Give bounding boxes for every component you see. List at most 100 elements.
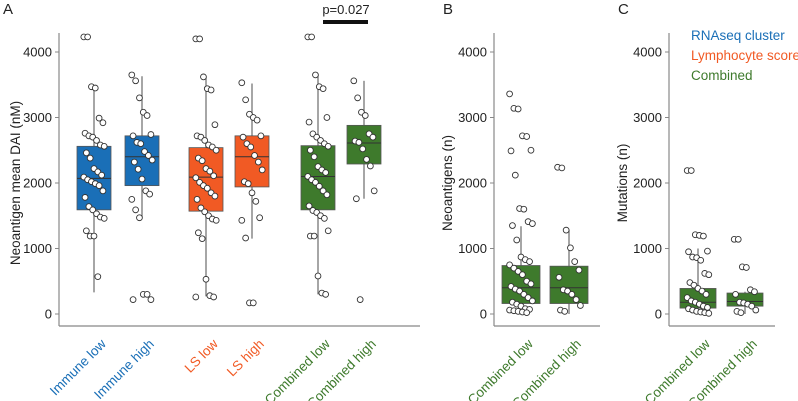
data-point (207, 86, 215, 94)
data-point (324, 227, 332, 235)
data-point (319, 85, 327, 93)
data-point (147, 131, 155, 138)
data-point (192, 293, 200, 301)
data-point (514, 268, 522, 275)
data-point (356, 296, 364, 303)
data-point (212, 146, 220, 154)
data-point (253, 116, 261, 124)
data-point (319, 187, 327, 195)
data-point (520, 291, 528, 298)
data-point (84, 33, 91, 41)
data-point (134, 165, 142, 173)
data-point (555, 273, 563, 281)
data-point (210, 172, 218, 180)
box (234, 135, 270, 188)
data-point (361, 112, 369, 119)
data-point (571, 258, 579, 265)
panel-label: A (3, 1, 13, 18)
data-point (251, 152, 258, 159)
data-point (99, 119, 107, 127)
data-point (146, 190, 154, 198)
data-point (239, 133, 247, 141)
data-point (567, 244, 574, 252)
y-axis-label: Mutations (n) (615, 144, 630, 223)
data-point (572, 296, 580, 303)
data-point (514, 105, 522, 113)
y-tick-label: 2000 (633, 176, 662, 191)
box-combined-high: Combined high (685, 235, 764, 401)
data-point (558, 164, 566, 172)
data-point (519, 271, 526, 279)
y-tick-label: 0 (45, 307, 52, 322)
data-point (310, 153, 318, 161)
data-point (95, 114, 103, 122)
y-tick-label: 4000 (23, 45, 52, 60)
data-point (210, 293, 218, 301)
data-point (195, 229, 202, 237)
data-point (527, 146, 535, 154)
legend-item: RNAseq cluster (691, 28, 785, 43)
data-point (242, 234, 249, 242)
data-point (312, 71, 319, 79)
data-point (370, 187, 378, 195)
data-point (129, 132, 137, 140)
data-point (742, 264, 750, 271)
data-point (702, 291, 710, 298)
y-tick-label: 1000 (633, 241, 662, 256)
data-point (81, 194, 89, 201)
data-point (129, 296, 137, 303)
panel-c: C 0 1000 2000 3000 4000 Mutations (n) Combined … (615, 1, 798, 401)
data-point (201, 208, 209, 216)
data-point (143, 291, 151, 298)
data-point (308, 33, 315, 41)
y-tick-label: 3000 (458, 110, 487, 125)
data-point (128, 196, 136, 203)
data-point (312, 178, 319, 186)
data-point (128, 71, 136, 79)
data-point (705, 271, 713, 279)
data-point (751, 288, 758, 296)
data-point (568, 291, 576, 298)
data-point (510, 264, 518, 272)
data-point (197, 204, 205, 212)
data-point (523, 309, 531, 317)
data-point (148, 156, 156, 164)
data-point (145, 152, 152, 159)
box-ls-high: LS high (224, 79, 270, 379)
data-point (307, 146, 314, 154)
data-point (561, 308, 569, 315)
y-tick-label: 4000 (458, 45, 487, 60)
data-point (355, 139, 363, 146)
panel-label: B (443, 1, 453, 18)
data-point (138, 175, 146, 183)
box (549, 265, 589, 304)
data-point (100, 215, 108, 222)
data-point (321, 215, 328, 222)
data-point (506, 90, 513, 98)
data-point (82, 149, 90, 157)
data-point (511, 171, 519, 179)
data-point (369, 133, 377, 141)
data-point (257, 132, 265, 140)
data-point (516, 287, 523, 295)
significance-annotation: p=0.027 (322, 2, 370, 24)
data-point (94, 273, 102, 281)
data-point (732, 291, 739, 298)
data-point (248, 189, 256, 197)
data-point (353, 195, 360, 203)
legend-item: Lymphocyte score (691, 48, 798, 63)
box-immune-low: Immune low (47, 33, 112, 398)
data-point (256, 214, 264, 222)
data-point (314, 272, 322, 280)
data-point (238, 216, 246, 224)
data-point (132, 77, 139, 85)
data-point (520, 205, 528, 213)
x-tick-label: LS low (182, 336, 221, 375)
data-point (354, 94, 361, 102)
data-point (247, 143, 255, 151)
data-point (737, 309, 745, 317)
data-point (89, 206, 97, 214)
box-combined-low: Combined low (642, 167, 717, 401)
data-point (523, 133, 531, 140)
